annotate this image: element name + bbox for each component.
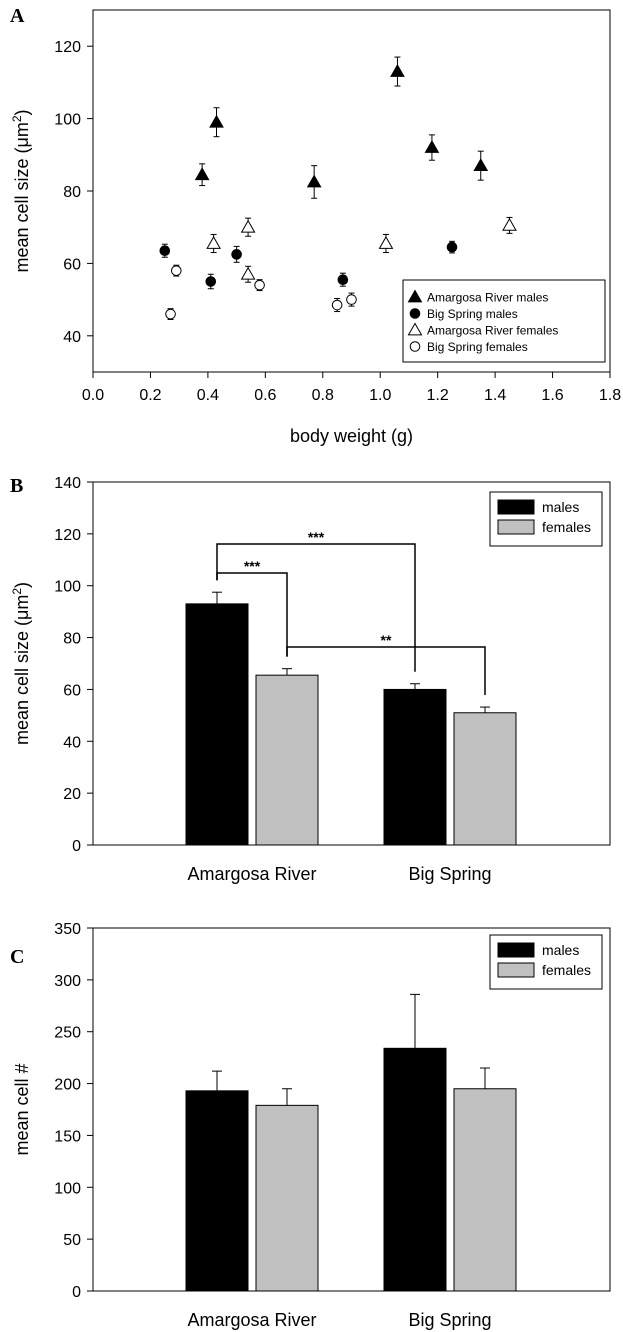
data-point-a [337, 274, 349, 285]
significance-label-b: ** [381, 632, 392, 648]
legend-label-a: Big Spring females [427, 340, 528, 354]
data-point-a [209, 114, 224, 128]
y-tick-label-b: 60 [63, 682, 81, 699]
x-tick-label-a: 0.4 [197, 387, 219, 404]
legend-label-a: Amargosa River males [427, 291, 548, 305]
y-tick-label-c: 100 [54, 1180, 81, 1197]
y-tick-label-a: 60 [63, 256, 81, 273]
bar-b [255, 674, 319, 846]
bar-b [453, 712, 517, 846]
legend-label-b: females [542, 519, 591, 535]
legend-swatch-c [497, 942, 535, 958]
data-point-a [502, 217, 517, 231]
x-axis-label-a: body weight (g) [290, 426, 413, 446]
y-tick-label-a: 40 [63, 329, 81, 346]
data-point-a [306, 174, 322, 188]
significance-label-b: *** [308, 529, 325, 545]
significance-bracket-b [216, 572, 288, 657]
y-tick-label-a: 100 [54, 112, 81, 129]
data-point-a [254, 279, 265, 291]
y-axis-label-b: mean cell size (μm2) [10, 582, 32, 745]
y-tick-label-c: 350 [54, 921, 81, 938]
plot-frame-c [92, 927, 611, 1292]
bar-c [453, 1088, 517, 1292]
data-point-a [424, 140, 440, 153]
y-tick-label-b: 140 [54, 475, 81, 492]
y-tick-label-c: 300 [54, 973, 81, 990]
legend-swatch-b [497, 519, 535, 535]
data-point-a [205, 276, 217, 287]
legend-label-a: Big Spring males [427, 307, 518, 321]
panel-letter-a: A [10, 5, 25, 27]
plot-frame-b [92, 481, 611, 846]
data-point-a [170, 265, 182, 276]
x-tick-label-a: 1.0 [369, 387, 391, 404]
x-tick-label-a: 0.6 [254, 387, 276, 404]
legend-marker-a [409, 308, 421, 319]
y-tick-label-c: 150 [54, 1128, 81, 1145]
data-point-a [159, 245, 171, 257]
category-label-b: Big Spring [408, 864, 491, 884]
legend-marker-a [407, 322, 423, 336]
bar-b [383, 688, 447, 846]
y-tick-label-c: 50 [63, 1232, 81, 1249]
y-tick-label-a: 80 [63, 184, 81, 201]
x-tick-label-a: 0.0 [82, 387, 104, 404]
y-axis-label-a: mean cell size (μm2) [10, 109, 32, 272]
significance-bracket-b [286, 646, 486, 696]
data-point-a [240, 219, 256, 233]
panel-letter-c: C [10, 946, 24, 968]
category-label-c: Big Spring [408, 1310, 491, 1330]
category-label-b: Amargosa River [187, 864, 316, 884]
x-tick-label-a: 1.2 [427, 387, 449, 404]
y-tick-label-c: 200 [54, 1077, 81, 1094]
legend-swatch-c [497, 962, 535, 978]
y-tick-label-c: 0 [72, 1284, 81, 1301]
data-point-a [346, 294, 357, 305]
y-tick-label-b: 40 [63, 734, 81, 751]
data-point-a [194, 167, 210, 181]
legend-marker-a [407, 289, 423, 303]
data-point-a [206, 235, 221, 249]
data-point-a [331, 299, 343, 311]
y-tick-label-c: 250 [54, 1025, 81, 1042]
x-tick-label-a: 1.6 [541, 387, 563, 404]
legend-label-a: Amargosa River females [427, 324, 558, 338]
x-tick-label-a: 1.8 [599, 387, 621, 404]
y-tick-label-b: 80 [63, 631, 81, 648]
y-tick-label-b: 100 [54, 579, 81, 596]
legend-a [402, 279, 606, 363]
y-tick-label-b: 120 [54, 527, 81, 544]
x-tick-label-a: 0.2 [139, 387, 161, 404]
data-point-a [231, 249, 242, 260]
y-axis-label-c: mean cell # [12, 1063, 32, 1155]
category-label-c: Amargosa River [187, 1310, 316, 1330]
y-tick-label-a: 120 [54, 39, 81, 56]
bar-c [383, 1047, 447, 1292]
bar-c [255, 1104, 319, 1292]
x-tick-label-a: 1.4 [484, 387, 506, 404]
x-tick-label-a: 0.8 [312, 387, 334, 404]
data-point-a [378, 235, 394, 249]
y-tick-label-b: 20 [63, 786, 81, 803]
data-point-a [446, 241, 458, 253]
panel-letter-b: B [10, 475, 23, 497]
legend-marker-a [409, 341, 421, 352]
significance-bracket-b [216, 543, 416, 672]
bar-b [185, 603, 249, 846]
significance-label-b: *** [244, 558, 261, 574]
data-point-a [473, 158, 489, 172]
legend-label-c: females [542, 962, 591, 978]
legend-label-b: males [542, 499, 579, 515]
legend-swatch-b [497, 499, 535, 515]
legend-label-c: males [542, 942, 579, 958]
bar-c [185, 1090, 249, 1292]
data-point-a [165, 308, 176, 320]
data-point-a [390, 64, 405, 77]
data-point-a [240, 266, 256, 280]
y-tick-label-b: 0 [72, 838, 81, 855]
